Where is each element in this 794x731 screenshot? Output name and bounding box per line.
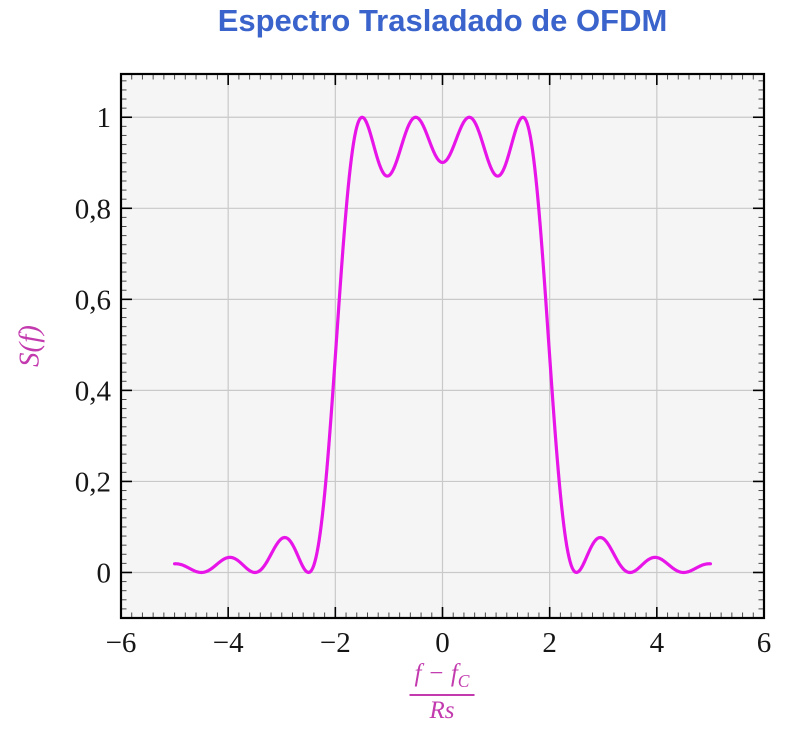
y-axis-label-text: S(f)	[13, 325, 46, 367]
x-axis-label: f − fC Rs	[409, 660, 475, 725]
x-tick-label: −6	[106, 627, 137, 659]
y-tick-label: 0,4	[75, 375, 112, 407]
y-axis-label: S(f)	[14, 325, 47, 367]
x-tick-label: −4	[213, 627, 244, 659]
x-label-numerator-subscript: C	[457, 671, 470, 691]
y-tick-label: 0	[97, 557, 112, 589]
chart-title: Espectro Trasladado de OFDM	[217, 3, 668, 38]
y-tick-label: 1	[97, 102, 112, 134]
x-axis-label-fraction: f − fC Rs	[409, 660, 475, 725]
x-tick-label: −2	[320, 627, 351, 659]
spectrum-curve	[172, 115, 713, 575]
y-tick-label: 0,8	[75, 193, 111, 225]
x-tick-label: 4	[650, 627, 665, 659]
x-label-numerator-main: f − f	[414, 660, 458, 687]
y-tick-label: 0,6	[75, 284, 111, 316]
axes-frame	[119, 72, 766, 620]
x-label-denominator: Rs	[429, 697, 455, 724]
x-tick-label: 0	[435, 627, 450, 659]
x-tick-label: 2	[542, 627, 557, 659]
x-label-numerator: f − fC	[409, 660, 475, 696]
y-tick-label: 0,2	[75, 466, 111, 498]
x-tick-label: 6	[757, 627, 772, 659]
